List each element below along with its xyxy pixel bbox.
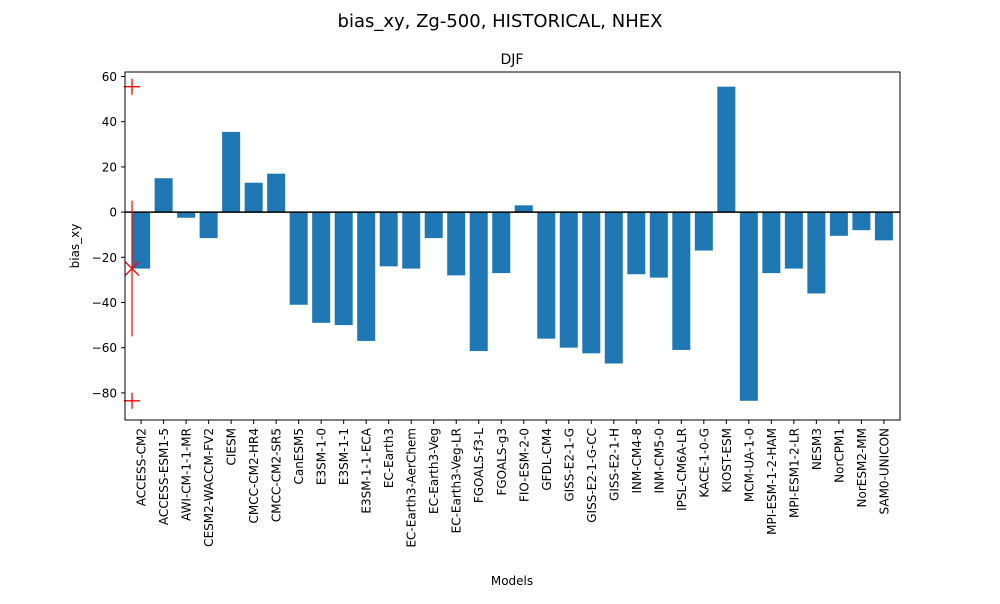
bar-1 — [154, 178, 173, 213]
y-tick-label: 60 — [102, 70, 117, 84]
y-tick-label: 0 — [109, 206, 117, 220]
bar-4 — [222, 131, 241, 213]
x-tick-label: MPI-ESM-1-2-HAM — [765, 428, 779, 535]
y-axis: −80 −60 −40 −20 0 20 40 60 — [92, 70, 125, 400]
ensemble-mean-marker — [124, 261, 140, 277]
bar-20 — [582, 212, 601, 354]
x-tick-label: E3SM-1-0 — [315, 428, 329, 485]
x-tick-label: FGOALS-g3 — [495, 428, 509, 496]
bar-30 — [807, 212, 826, 294]
ensemble-summary-group — [124, 78, 140, 409]
bar-12 — [402, 212, 421, 269]
x-tick-label: EC-Earth3-AerChem — [405, 428, 419, 548]
chart-title: DJF — [501, 52, 524, 68]
x-tick-label: ACCESS-CM2 — [135, 428, 149, 506]
bars-group — [132, 86, 893, 401]
x-tick-label: NorCPM1 — [832, 428, 846, 483]
bar-18 — [537, 212, 556, 339]
y-tick-label: 20 — [102, 160, 117, 174]
x-tick-label: CanESM5 — [292, 428, 306, 485]
x-tick-label: ACCESS-ESM1-5 — [157, 428, 171, 525]
x-tick-label: E3SM-1-1 — [337, 428, 351, 485]
bar-25 — [694, 212, 713, 251]
bar-3 — [199, 212, 218, 239]
x-tick-label: CESM2-WACCM-FV2 — [202, 428, 216, 547]
x-tick-label: MCM-UA-1-0 — [742, 428, 756, 502]
bar-22 — [627, 212, 646, 275]
x-tick-label: KACE-1-0-G — [697, 428, 711, 498]
bar-28 — [762, 212, 781, 274]
x-tick-label: GFDL-CM4 — [540, 428, 554, 491]
bar-5 — [244, 182, 263, 213]
y-axis-label: bias_xy — [68, 224, 82, 269]
x-tick-label: IPSL-CM6A-LR — [675, 428, 689, 511]
bar-27 — [739, 212, 758, 401]
bar-14 — [447, 212, 466, 276]
x-tick-label: MPI-ESM1-2-LR — [787, 428, 801, 518]
bar-17 — [514, 205, 533, 213]
bar-8 — [312, 212, 331, 323]
figure-suptitle: bias_xy, Zg-500, HISTORICAL, NHEX — [338, 11, 663, 32]
x-tick-label: FGOALS-f3-L — [472, 428, 486, 503]
ensemble-min-marker — [124, 392, 140, 409]
x-tick-label: CIESM — [225, 428, 239, 465]
x-axis: ACCESS-CM2 ACCESS-ESM1-5 AWI-CM-1-1-MR CESM… — [135, 420, 891, 548]
bar-6 — [267, 173, 286, 213]
x-tick-label: INM-CM4-8 — [630, 428, 644, 494]
x-tick-label: GISS-E2-1-G-CC — [585, 428, 599, 523]
bar-9 — [334, 212, 353, 326]
x-tick-label: FIO-ESM-2-0 — [517, 428, 531, 502]
x-tick-label: AWI-CM-1-1-MR — [180, 428, 194, 521]
bar-7 — [289, 212, 308, 305]
bar-33 — [874, 212, 893, 241]
x-tick-label: EC-Earth3 — [382, 428, 396, 488]
bar-31 — [829, 212, 848, 236]
x-axis-label: Models — [491, 574, 533, 588]
x-tick-label: NorESM2-MM — [855, 428, 869, 507]
bar-10 — [357, 212, 376, 341]
x-tick-label: GISS-E2-1-H — [607, 428, 621, 501]
plot-frame — [124, 71, 901, 421]
x-tick-label: E3SM-1-1-ECA — [360, 427, 374, 513]
x-tick-label: CMCC-CM2-HR4 — [247, 428, 261, 524]
bar-21 — [604, 212, 623, 364]
bar-11 — [379, 212, 398, 267]
y-tick-label: −20 — [92, 251, 117, 265]
bar-13 — [424, 212, 443, 239]
x-tick-label: SAM0-UNICON — [877, 428, 891, 514]
x-tick-label: EC-Earth3-Veg-LR — [450, 428, 464, 533]
bar-26 — [717, 86, 736, 213]
y-tick-label: 40 — [102, 115, 117, 129]
x-tick-label: NESM3 — [810, 428, 824, 470]
x-tick-label: CMCC-CM2-SR5 — [270, 428, 284, 522]
bar-23 — [649, 212, 668, 278]
bar-2 — [177, 212, 196, 218]
x-tick-label: GISS-E2-1-G — [562, 428, 576, 502]
bar-24 — [672, 212, 691, 350]
bar-0 — [132, 212, 151, 269]
bar-32 — [852, 212, 871, 231]
x-tick-label: EC-Earth3-Veg — [427, 428, 441, 514]
y-tick-label: −80 — [92, 386, 117, 400]
bar-29 — [784, 212, 803, 269]
bar-15 — [469, 212, 488, 352]
y-tick-label: −40 — [92, 296, 117, 310]
x-tick-label: INM-CM5-0 — [652, 428, 666, 494]
ensemble-max-marker — [124, 78, 140, 95]
x-tick-label: KIOST-ESM — [720, 428, 734, 493]
y-tick-label: −60 — [92, 341, 117, 355]
bar-19 — [559, 212, 578, 348]
bar-16 — [492, 212, 511, 274]
